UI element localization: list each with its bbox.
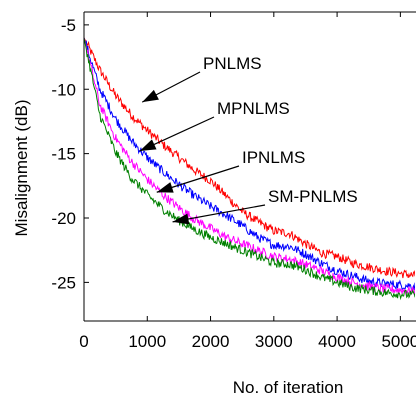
y-tick-label: -25 [51, 273, 76, 292]
annotation-label: IPNLMS [242, 148, 305, 167]
annotation-arrowhead [142, 89, 159, 103]
annotation-arrowhead [139, 139, 157, 152]
y-tick-label: -15 [51, 145, 76, 164]
annotation-label: MPNLMS [217, 99, 290, 118]
annotation-label: PNLMS [203, 54, 262, 73]
annotation-layer: PNLMS MPNLMS IPNLMS SM-PNLMS [139, 54, 358, 225]
x-tick-label: 0 [79, 332, 88, 351]
annotation-label: SM-PNLMS [268, 187, 358, 206]
y-tick-label: -5 [61, 16, 76, 35]
y-tick-label: -20 [51, 209, 76, 228]
plot-background [84, 12, 416, 321]
plot-area [84, 12, 416, 321]
y-tick-label: -10 [51, 80, 76, 99]
x-tick-label: 1000 [128, 332, 166, 351]
series-line-sm-pnlms [84, 37, 415, 301]
x-axis-label: No. of iteration [233, 378, 344, 397]
x-tick-label: 5000 [381, 332, 416, 351]
series-layer [84, 37, 415, 301]
series-line-pnlms [84, 37, 415, 279]
x-tick-label: 2000 [192, 332, 230, 351]
x-tick-label: 3000 [255, 332, 293, 351]
x-tick-label: 4000 [318, 332, 356, 351]
y-axis-label: Misalignment (dB) [12, 100, 31, 237]
series-line-mpnlms [84, 37, 415, 291]
annotation-arrowhead [172, 213, 190, 225]
axis-layer: 0 1000 2000 3000 4000 5000 -5 -10 -15 -20 -25 [51, 11, 416, 351]
annotation-arrowhead [156, 182, 174, 193]
